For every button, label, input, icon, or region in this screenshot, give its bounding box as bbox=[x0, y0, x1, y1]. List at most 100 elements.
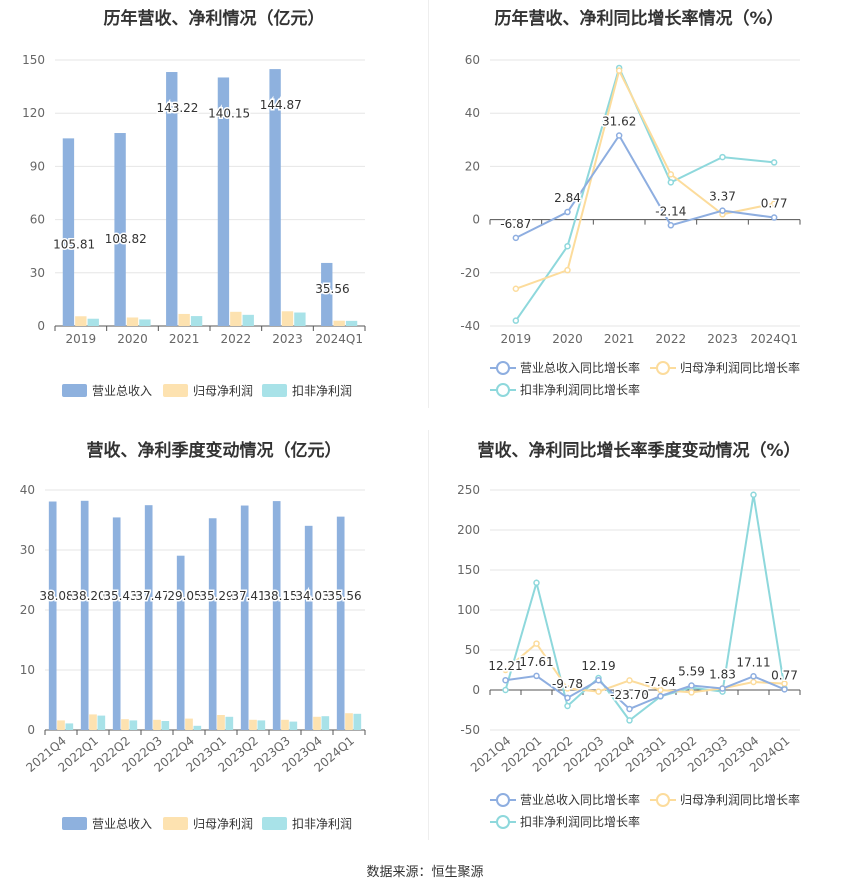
data-label: 144.87 bbox=[260, 98, 302, 112]
y-tick-label: -40 bbox=[460, 319, 480, 333]
data-point bbox=[564, 702, 571, 710]
y-tick-label: 50 bbox=[465, 643, 480, 657]
legend-marker bbox=[496, 383, 510, 397]
series-line bbox=[505, 674, 785, 711]
x-tick-label: 2023 bbox=[272, 332, 303, 346]
data-point bbox=[719, 207, 726, 214]
x-tick-label: 2024Q1 bbox=[750, 332, 798, 346]
bar bbox=[257, 720, 266, 730]
x-tick-label: 2020 bbox=[117, 332, 148, 346]
x-tick-label: 2020 bbox=[552, 332, 583, 346]
data-point bbox=[512, 234, 520, 242]
y-tick-label: 100 bbox=[457, 603, 480, 617]
y-tick-label: 250 bbox=[457, 483, 480, 497]
legend-swatch bbox=[262, 384, 287, 397]
data-label: 37.47 bbox=[135, 589, 169, 603]
y-tick-label: 200 bbox=[457, 523, 480, 537]
data-point bbox=[688, 682, 695, 689]
bar bbox=[289, 721, 298, 730]
bar bbox=[190, 316, 203, 326]
panel-divider bbox=[428, 0, 429, 408]
bar bbox=[353, 713, 362, 730]
bar bbox=[57, 720, 65, 730]
bar bbox=[75, 316, 87, 326]
chart-title: 历年营收、净利情况（亿元） bbox=[103, 9, 325, 29]
series-line bbox=[504, 642, 785, 694]
y-tick-label: 120 bbox=[22, 106, 45, 120]
bar bbox=[281, 719, 289, 730]
data-point bbox=[781, 680, 788, 687]
y-tick-label: -20 bbox=[460, 266, 480, 280]
data-label: -2.14 bbox=[655, 204, 686, 218]
data-point bbox=[750, 678, 757, 686]
bar bbox=[126, 317, 139, 326]
legend-label: 营业总收入 bbox=[92, 817, 152, 831]
chart-quarterly-revenue-profit: 营收、净利季度变动情况（亿元） 0 10 20 30 40 2021Q4 2022Q1 202… bbox=[0, 430, 428, 850]
bar bbox=[80, 500, 89, 730]
data-point bbox=[626, 677, 633, 684]
bar bbox=[48, 501, 57, 730]
bar-chart-quarterly: 0102030402021Q42022Q12022Q22022Q32022Q42… bbox=[20, 483, 366, 831]
data-point bbox=[564, 266, 571, 274]
data-label: 31.62 bbox=[602, 114, 636, 128]
legend-marker bbox=[496, 361, 510, 375]
data-point bbox=[502, 676, 509, 684]
bar bbox=[144, 505, 153, 730]
data-point bbox=[595, 688, 602, 695]
x-tick-label: 2022 bbox=[221, 332, 252, 346]
bar-chart-annual: 0 30 60 90 120 150 2019 2020 2021 2022 2023 2024Q1 1… bbox=[22, 53, 366, 398]
legend-swatch bbox=[62, 817, 87, 830]
chart-title: 营收、净利同比增长率季度变动情况（%） bbox=[477, 441, 801, 461]
bar bbox=[178, 313, 190, 326]
y-tick-label: 30 bbox=[30, 266, 45, 280]
bar bbox=[321, 716, 330, 730]
legend-swatch bbox=[262, 817, 287, 830]
panel-divider bbox=[428, 430, 429, 840]
data-point bbox=[512, 317, 520, 324]
legend-swatch bbox=[163, 817, 188, 830]
data-point bbox=[770, 200, 778, 207]
bar bbox=[139, 319, 151, 326]
data-point bbox=[781, 686, 788, 693]
bar bbox=[97, 715, 106, 730]
chart-title: 营收、净利季度变动情况（亿元） bbox=[86, 441, 342, 461]
y-tick-label: 0 bbox=[27, 723, 35, 737]
data-point bbox=[533, 672, 540, 680]
data-point bbox=[626, 705, 633, 713]
bar bbox=[242, 314, 254, 326]
y-tick-label: 0 bbox=[472, 683, 480, 697]
y-tick-label: 0 bbox=[37, 319, 45, 333]
data-label: 3.37 bbox=[709, 190, 736, 204]
x-tick-label: 2023 bbox=[707, 332, 738, 346]
y-tick-label: 60 bbox=[30, 213, 45, 227]
y-tick-label: 150 bbox=[22, 53, 45, 67]
bar bbox=[121, 719, 129, 730]
x-tick-label: 2019 bbox=[66, 332, 97, 346]
data-point bbox=[615, 132, 623, 139]
y-tick-label: 30 bbox=[20, 543, 35, 557]
data-label: 34.03 bbox=[295, 589, 329, 603]
y-tick-label: 20 bbox=[465, 159, 480, 173]
data-point bbox=[750, 491, 757, 499]
data-point bbox=[564, 208, 571, 216]
legend-label: 扣非净利润 bbox=[292, 384, 352, 398]
data-point bbox=[533, 640, 540, 647]
bar bbox=[249, 719, 257, 730]
bar bbox=[281, 311, 294, 326]
data-label: 37.41 bbox=[231, 589, 265, 603]
legend-label: 营业总收入同比增长率 bbox=[520, 792, 640, 807]
data-label: 143.22 bbox=[156, 101, 198, 115]
x-tick-label: 2022 bbox=[656, 332, 687, 346]
legend-marker bbox=[656, 793, 670, 807]
line-chart-annual-growth: -40 -20 0 20 40 60 2019 2020 2021 2022 2023 2024Q1 -… bbox=[460, 53, 801, 397]
bar bbox=[217, 715, 225, 730]
data-label: -23.70 bbox=[610, 688, 649, 702]
legend-swatch bbox=[163, 384, 188, 397]
data-label: 108.82 bbox=[105, 232, 147, 246]
data-label: 29.05 bbox=[167, 589, 201, 603]
data-label: 38.20 bbox=[71, 589, 105, 603]
bar bbox=[333, 320, 345, 326]
legend-label: 归母净利润同比增长率 bbox=[680, 360, 800, 375]
data-label: 105.81 bbox=[53, 237, 95, 251]
data-point bbox=[667, 171, 675, 178]
